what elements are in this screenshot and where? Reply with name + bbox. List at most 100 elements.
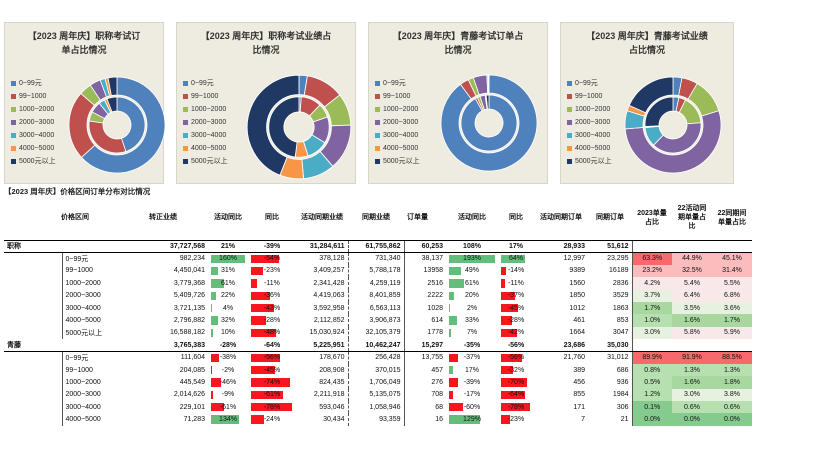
- price-range-label: 1000~2000: [65, 279, 101, 287]
- legend-swatch: [11, 106, 16, 112]
- legend-swatch: [11, 80, 16, 86]
- bar-value: -56%: [507, 354, 525, 362]
- data-bar: [501, 266, 507, 276]
- bar-value: -54%: [263, 255, 281, 263]
- cell: [62, 240, 146, 253]
- bar-cell: 32%: [208, 314, 248, 326]
- data-bar: [251, 316, 266, 325]
- gmv-cell: 5,409,726: [173, 292, 205, 300]
- total-cell: -35%: [446, 339, 498, 353]
- column-header: 订单量: [404, 196, 446, 241]
- bar-cell: -78%: [498, 401, 534, 413]
- prev-act-gmv-cell: 2,112,852: [296, 314, 349, 327]
- data-bar: [501, 390, 525, 400]
- share-cell: 0.1%: [632, 401, 672, 414]
- prev-act-orders-cell: 456: [573, 378, 585, 386]
- bar-cell: -37%: [446, 352, 498, 364]
- legend-label: 3000~4000: [383, 132, 419, 139]
- gmv-cell: 4,450,041: [173, 267, 205, 275]
- legend-label: 1000~2000: [383, 106, 419, 113]
- data-bar: [449, 403, 464, 412]
- data-bar: [449, 328, 451, 338]
- price-range-label: 2000~3000: [65, 391, 101, 399]
- bar-value: -37%: [463, 354, 481, 362]
- share-cell: 1.6%: [672, 314, 712, 327]
- total-cell: [712, 339, 752, 353]
- bar-value: -43%: [263, 304, 281, 312]
- pie-slice-inner-0: [116, 96, 146, 153]
- price-range-label: 3000~4000: [65, 304, 101, 312]
- bar-value: 61%: [220, 279, 235, 287]
- prev-act-gmv-cell: 4,419,063: [296, 289, 349, 302]
- share-cell: 3.8%: [712, 388, 752, 402]
- bar-value: -39%: [463, 378, 481, 386]
- pie-slice-outer-0: [440, 74, 538, 172]
- legend-label: 3000~4000: [19, 132, 55, 139]
- column-header: 活动同比: [208, 196, 248, 241]
- table-row: 99~1000 4,450,041 31% -23% 3,409,257 5,788,17…: [4, 264, 752, 278]
- data-bar: [251, 279, 257, 288]
- group-total-row: 职称 37,727,568 21% -39% 31,284,611 61,755,862 6…: [4, 240, 752, 253]
- share-cell: 0.5%: [632, 376, 672, 389]
- bar-value: -46%: [219, 378, 237, 386]
- column-header: 同比: [248, 196, 296, 241]
- legend-item: 3000~4000: [183, 129, 228, 142]
- legend-swatch: [567, 93, 572, 99]
- bar-value: -36%: [263, 292, 281, 300]
- bar-cell: -11%: [248, 277, 296, 289]
- legend-swatch: [183, 158, 188, 164]
- legend-item: 99~1000: [567, 90, 612, 103]
- legend-label: 1000~2000: [575, 106, 611, 113]
- bar-value: -60%: [463, 403, 481, 411]
- orders-cell: 38,137: [421, 255, 443, 263]
- bar-value: 33%: [464, 317, 479, 325]
- legend-label: 0~99元: [191, 80, 214, 87]
- orders-cell: 13958: [423, 267, 443, 275]
- price-range-label: 2000~3000: [65, 292, 101, 300]
- prev-act-gmv-cell: 208,908: [296, 363, 349, 377]
- data-bar: [211, 316, 218, 325]
- legend-swatch: [567, 119, 572, 125]
- legend-swatch: [375, 145, 380, 151]
- bar-value: 31%: [220, 267, 235, 275]
- bar-cell: -38%: [208, 352, 248, 364]
- orders-cell: 1028: [427, 304, 443, 312]
- cell: [62, 339, 146, 353]
- data-bar: [251, 403, 292, 412]
- price-range-label: 1000~2000: [65, 378, 101, 386]
- bar-value: -42%: [507, 329, 525, 337]
- bar-value: 32%: [220, 317, 235, 325]
- bar-cell: 61%: [446, 277, 498, 289]
- legend-label: 3000~4000: [191, 132, 227, 139]
- data-bar: [211, 291, 216, 300]
- donut-chart: [68, 76, 166, 174]
- data-bar: [449, 254, 495, 263]
- cell: [4, 363, 63, 377]
- total-cell: -64%: [248, 339, 296, 353]
- bar-value: 4%: [222, 304, 234, 312]
- chart-legend: 0~99元 99~1000 1000~2000 2000~3000 3000~4000 4…: [567, 77, 612, 168]
- bar-value: -45%: [263, 366, 281, 374]
- bar-value: 134%: [219, 416, 237, 424]
- bar-cell: -56%: [248, 352, 296, 364]
- bar-value: -23%: [507, 416, 525, 424]
- pie-slice-inner-6: [268, 96, 300, 158]
- total-cell: 5,225,951: [296, 339, 349, 353]
- bar-cell: -28%: [498, 314, 534, 326]
- prev-act-orders-cell: 1560: [569, 279, 585, 287]
- pie-slice-inner-3: [653, 122, 702, 154]
- bar-value: -78%: [507, 403, 525, 411]
- legend-item: 2000~3000: [567, 116, 612, 129]
- data-bar: [501, 316, 512, 325]
- bar-value: -11%: [508, 279, 524, 287]
- bar-cell: 134%: [208, 413, 248, 425]
- data-bar: [251, 365, 275, 375]
- column-header: 价格区间: [4, 196, 146, 241]
- data-bar: [251, 328, 277, 338]
- legend-label: 0~99元: [19, 80, 42, 87]
- prev-act-orders-cell: 1850: [569, 292, 585, 300]
- price-range-label: 99~1000: [65, 267, 93, 275]
- gmv-cell: 204,085: [179, 366, 205, 374]
- pie-slice-outer-0: [80, 76, 166, 174]
- share-cell: 88.5%: [712, 351, 752, 364]
